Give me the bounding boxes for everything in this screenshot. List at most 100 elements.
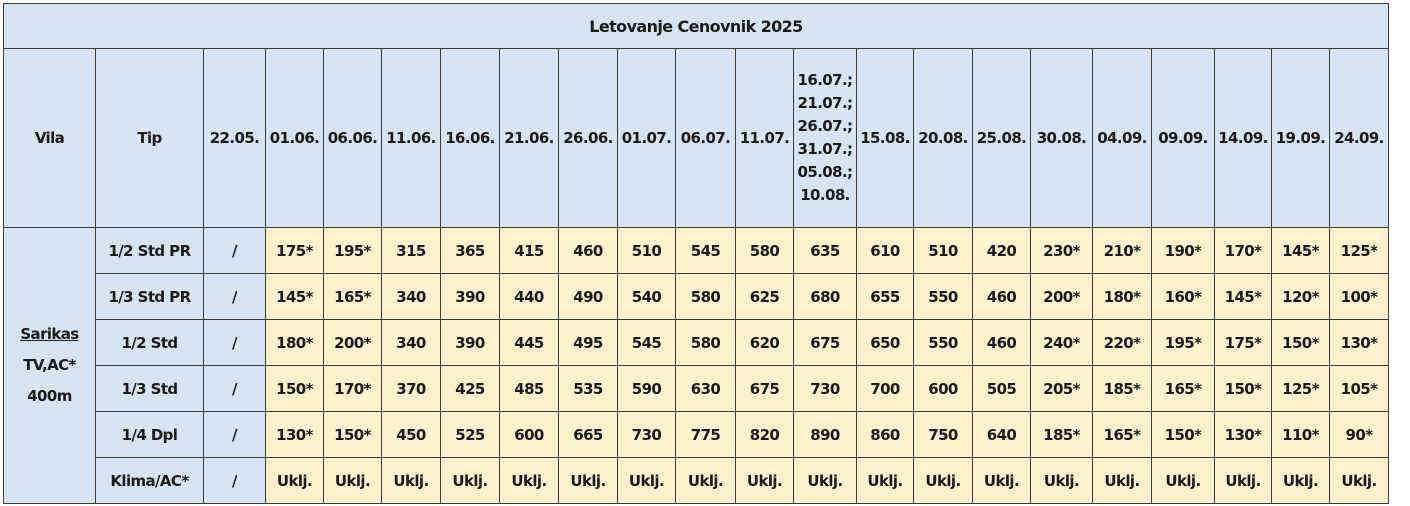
price-cell: 730	[617, 411, 676, 458]
price-cell: Uklj.	[1151, 457, 1215, 504]
price-cell: 230*	[1030, 227, 1093, 274]
price-cell: 90*	[1329, 411, 1389, 458]
price-cell: 205*	[1030, 365, 1093, 412]
price-cell: 550	[913, 319, 973, 366]
price-cell: 580	[735, 227, 794, 274]
price-cell: 510	[913, 227, 973, 274]
header-tip: Tip	[95, 48, 204, 228]
price-cell: 145*	[1214, 273, 1272, 320]
header-date-line: 26.07.;	[797, 117, 854, 135]
price-cell: 485	[499, 365, 559, 412]
table-row: 1/3 Std/150* 170* 370 425 485 535 590 630 675 730…	[4, 365, 1389, 412]
header-date-line: 16.07.;	[797, 71, 854, 89]
price-cell: 150*	[265, 365, 324, 412]
price-cell-na: /	[203, 365, 266, 412]
price-cell: 175*	[265, 227, 324, 274]
price-cell: 550	[913, 273, 973, 320]
price-cell: Uklj.	[1329, 457, 1389, 504]
header-date-line: 31.07.;	[797, 140, 854, 158]
price-cell: 390	[440, 273, 500, 320]
price-cell: 220*	[1092, 319, 1152, 366]
price-cell: 580	[675, 319, 736, 366]
header-date: 06.06.	[323, 48, 382, 228]
header-date: 14.09.	[1214, 48, 1272, 228]
price-cell: 490	[558, 273, 618, 320]
price-cell: 110*	[1271, 411, 1330, 458]
price-cell: Uklj.	[323, 457, 382, 504]
price-cell: 130*	[1329, 319, 1389, 366]
vila-name: Sarikas	[20, 325, 79, 343]
price-cell: 640	[972, 411, 1031, 458]
price-cell: 495	[558, 319, 618, 366]
vila-amenities: TV,AC*	[23, 356, 76, 374]
price-cell: 580	[675, 273, 736, 320]
price-cell: Uklj.	[675, 457, 736, 504]
price-cell: 820	[735, 411, 794, 458]
price-cell: 440	[499, 273, 559, 320]
price-cell: 195*	[323, 227, 382, 274]
price-cell: 200*	[1030, 273, 1093, 320]
room-type: 1/2 Std PR	[95, 227, 204, 274]
header-date: 11.06.	[381, 48, 441, 228]
price-cell: 165*	[1092, 411, 1152, 458]
price-cell: 185*	[1030, 411, 1093, 458]
price-cell: Uklj.	[856, 457, 914, 504]
price-cell-na: /	[203, 319, 266, 366]
header-date: 22.05.	[203, 48, 266, 228]
price-cell: Uklj.	[381, 457, 441, 504]
price-cell: 535	[558, 365, 618, 412]
header-date: 01.07.	[617, 48, 676, 228]
price-cell: 545	[675, 227, 736, 274]
header-date: 25.08.	[972, 48, 1031, 228]
price-cell: Uklj.	[499, 457, 559, 504]
header-date-line: 21.07.;	[797, 94, 854, 112]
header-date: 01.06.	[265, 48, 324, 228]
header-date: 15.08.	[856, 48, 914, 228]
price-cell: 340	[381, 273, 441, 320]
header-vila: Vila	[3, 48, 96, 228]
price-cell: Uklj.	[972, 457, 1031, 504]
price-cell: 540	[617, 273, 676, 320]
price-cell: 600	[913, 365, 973, 412]
price-cell: 130*	[1214, 411, 1272, 458]
price-cell: 775	[675, 411, 736, 458]
table-row: 1/2 Std/180* 200* 340 390 445 495 545 580 620 675…	[4, 319, 1389, 366]
price-cell: 130*	[265, 411, 324, 458]
price-cell: Uklj.	[1092, 457, 1152, 504]
price-cell: Uklj.	[793, 457, 857, 504]
price-cell: 860	[856, 411, 914, 458]
price-cell: 590	[617, 365, 676, 412]
price-cell: 180*	[1092, 273, 1152, 320]
table-row: Sarikas TV,AC* 400m 1/2 Std PR/175* 195* 315 3…	[3, 227, 1389, 504]
price-cell: 630	[675, 365, 736, 412]
vila-cell: Sarikas TV,AC* 400m	[3, 227, 96, 504]
price-cell: Uklj.	[735, 457, 794, 504]
price-cell: 160*	[1151, 273, 1215, 320]
header-date: 30.08.	[1030, 48, 1093, 228]
price-cell: 600	[499, 411, 559, 458]
price-cell: 315	[381, 227, 441, 274]
table-row: 1/4 Dpl/130* 150* 450 525 600 665 730 775 820 890…	[4, 411, 1389, 458]
price-cell: Uklj.	[440, 457, 500, 504]
price-cell: 525	[440, 411, 500, 458]
price-cell-na: /	[203, 411, 266, 458]
price-cell: 125*	[1271, 365, 1330, 412]
price-cell: 460	[558, 227, 618, 274]
table-row: 1/3 Std PR/145* 165* 340 390 440 490 540 580 625…	[4, 273, 1389, 320]
room-type: 1/3 Std PR	[95, 273, 204, 320]
price-cell: 425	[440, 365, 500, 412]
price-cell: 340	[381, 319, 441, 366]
price-cell: 610	[856, 227, 914, 274]
price-cell: 420	[972, 227, 1031, 274]
table-title: Letovanje Cenovnik 2025	[3, 3, 1389, 49]
price-cell: 150*	[1271, 319, 1330, 366]
price-cell: 650	[856, 319, 914, 366]
header-date: 09.09.	[1151, 48, 1215, 228]
price-cell: 200*	[323, 319, 382, 366]
price-cell: 680	[793, 273, 857, 320]
room-type: Klima/AC*	[95, 457, 204, 504]
price-cell: 505	[972, 365, 1031, 412]
price-cell: 390	[440, 319, 500, 366]
price-cell: 370	[381, 365, 441, 412]
price-cell: Uklj.	[1271, 457, 1330, 504]
